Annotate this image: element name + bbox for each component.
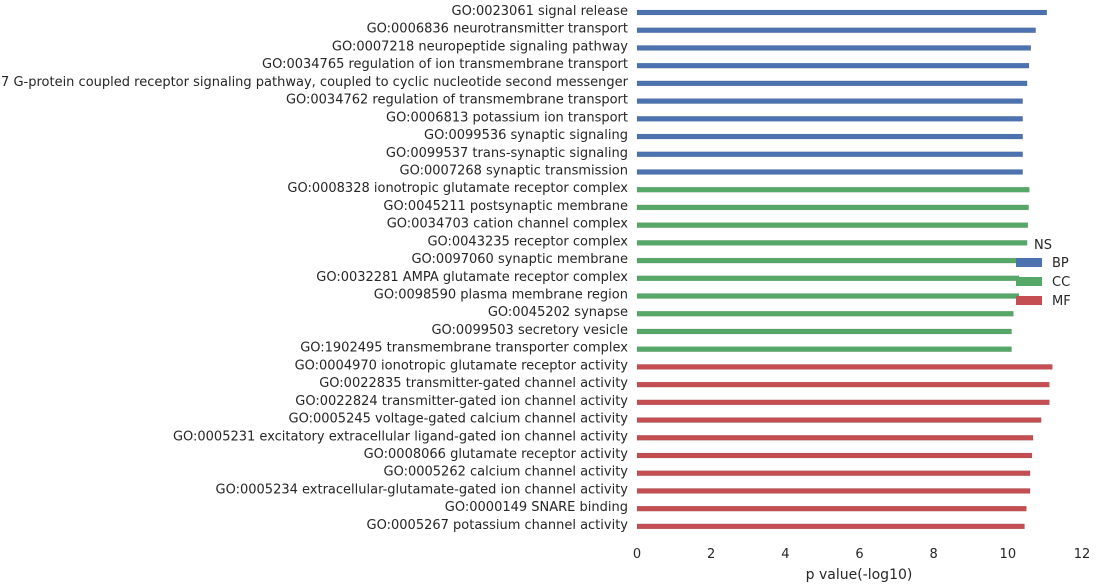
bar: [636, 470, 1031, 476]
category-label: GO:0005234 extracellular-glutamate-gated…: [216, 482, 629, 497]
legend: NS BP CC MF: [1016, 238, 1071, 309]
bar: [636, 204, 1029, 211]
category-label: GO:0098590 plasma membrane region: [374, 288, 628, 303]
category-label: GO:0000149 SNARE binding: [445, 500, 628, 515]
legend-swatch: [1016, 258, 1042, 267]
category-label: GO:0008328 ionotropic glutamate receptor…: [287, 181, 628, 196]
bar: [636, 186, 1030, 193]
bar: [636, 80, 1028, 87]
bar: [636, 523, 1025, 530]
category-label: GO:0032281 AMPA glutamate receptor compl…: [316, 270, 628, 285]
category-label: GO:0045211 postsynaptic membrane: [383, 199, 628, 214]
category-label: GO:0097060 synaptic membrane: [411, 252, 628, 267]
bar: [636, 328, 1012, 335]
category-label: GO:0005267 potassium channel activity: [367, 518, 629, 533]
x-tick-label: 4: [781, 547, 789, 562]
category-label: GO:0005262 calcium channel activity: [384, 465, 629, 480]
bar: [636, 417, 1042, 423]
category-label: GO:0034762 regulation of transmembrane t…: [286, 93, 628, 108]
bar: [636, 133, 1023, 140]
category-label: GO:0034765 regulation of ion transmembra…: [262, 57, 628, 72]
category-label: GO:0008066 glutamate receptor activity: [364, 447, 629, 462]
bar: [636, 169, 1023, 175]
bar: [636, 275, 1020, 282]
category-label: GO:0099536 synaptic signaling: [424, 128, 628, 143]
legend-label: CC: [1052, 275, 1070, 290]
category-label: GO:1902495 transmembrane transporter com…: [300, 341, 628, 356]
bar: [636, 257, 1023, 264]
category-label: GO:0099503 secretory vesicle: [431, 323, 628, 338]
category-label: GO:0022824 transmitter-gated ion channel…: [295, 394, 628, 409]
category-label: GO:0007218 neuropeptide signaling pathwa…: [332, 39, 628, 54]
x-tick-label: 10: [1000, 547, 1017, 562]
legend-label: BP: [1052, 256, 1069, 271]
x-tick-label: 6: [855, 547, 863, 562]
x-axis-label: p value(-log10): [806, 567, 913, 583]
x-tick-label: 12: [1074, 547, 1091, 562]
category-label: GO:0005245 voltage-gated calcium channel…: [289, 412, 629, 427]
category-labels: GO:0023061 signal release GO:0006836 neur…: [0, 4, 629, 533]
bar: [636, 27, 1036, 33]
bar: [636, 346, 1012, 352]
x-tick-label: 0: [633, 547, 641, 562]
legend-title: NS: [1034, 238, 1052, 253]
bar: [636, 240, 1028, 246]
bar: [636, 151, 1023, 158]
category-label: GO:0006836 neurotransmitter transport: [367, 22, 628, 37]
bar: [636, 222, 1029, 228]
legend-label: MF: [1052, 294, 1071, 309]
bar: [636, 488, 1031, 494]
bar: [636, 293, 1020, 299]
legend-swatch: [1016, 296, 1042, 305]
category-label: GO:0006813 potassium ion transport: [386, 110, 628, 125]
bar: [636, 310, 1014, 317]
bar: [636, 452, 1033, 459]
category-label: GO:0045202 synapse: [488, 305, 628, 320]
bar: [636, 399, 1050, 406]
category-label: GO:0004970 ionotropic glutamate receptor…: [295, 358, 629, 373]
bar: [636, 505, 1027, 512]
bar: [636, 381, 1050, 388]
category-label: GO:0043235 receptor complex: [427, 234, 628, 249]
x-tick-label: 8: [930, 547, 938, 562]
x-axis-ticks: 0 2 4 6 8 10 12: [633, 547, 1090, 562]
bar: [636, 364, 1053, 370]
bars-group: [636, 9, 1053, 530]
bar: [636, 98, 1023, 104]
x-tick-label: 2: [707, 547, 715, 562]
category-label: GO:0034703 cation channel complex: [387, 217, 629, 232]
category-label: GO:0007268 synaptic transmission: [400, 163, 628, 178]
bar: [636, 62, 1030, 69]
category-label: GO:0007187 G-protein coupled receptor si…: [0, 75, 629, 90]
bar: [636, 116, 1023, 122]
bar: [636, 435, 1034, 441]
legend-swatch: [1016, 277, 1042, 286]
category-label: GO:0023061 signal release: [452, 4, 628, 19]
category-label: GO:0005231 excitatory extracellular liga…: [173, 429, 628, 444]
bar: [636, 9, 1048, 16]
category-label: GO:0022835 transmitter-gated channel act…: [319, 376, 628, 391]
bar: [636, 45, 1032, 51]
category-label: GO:0099537 trans-synaptic signaling: [386, 146, 628, 161]
